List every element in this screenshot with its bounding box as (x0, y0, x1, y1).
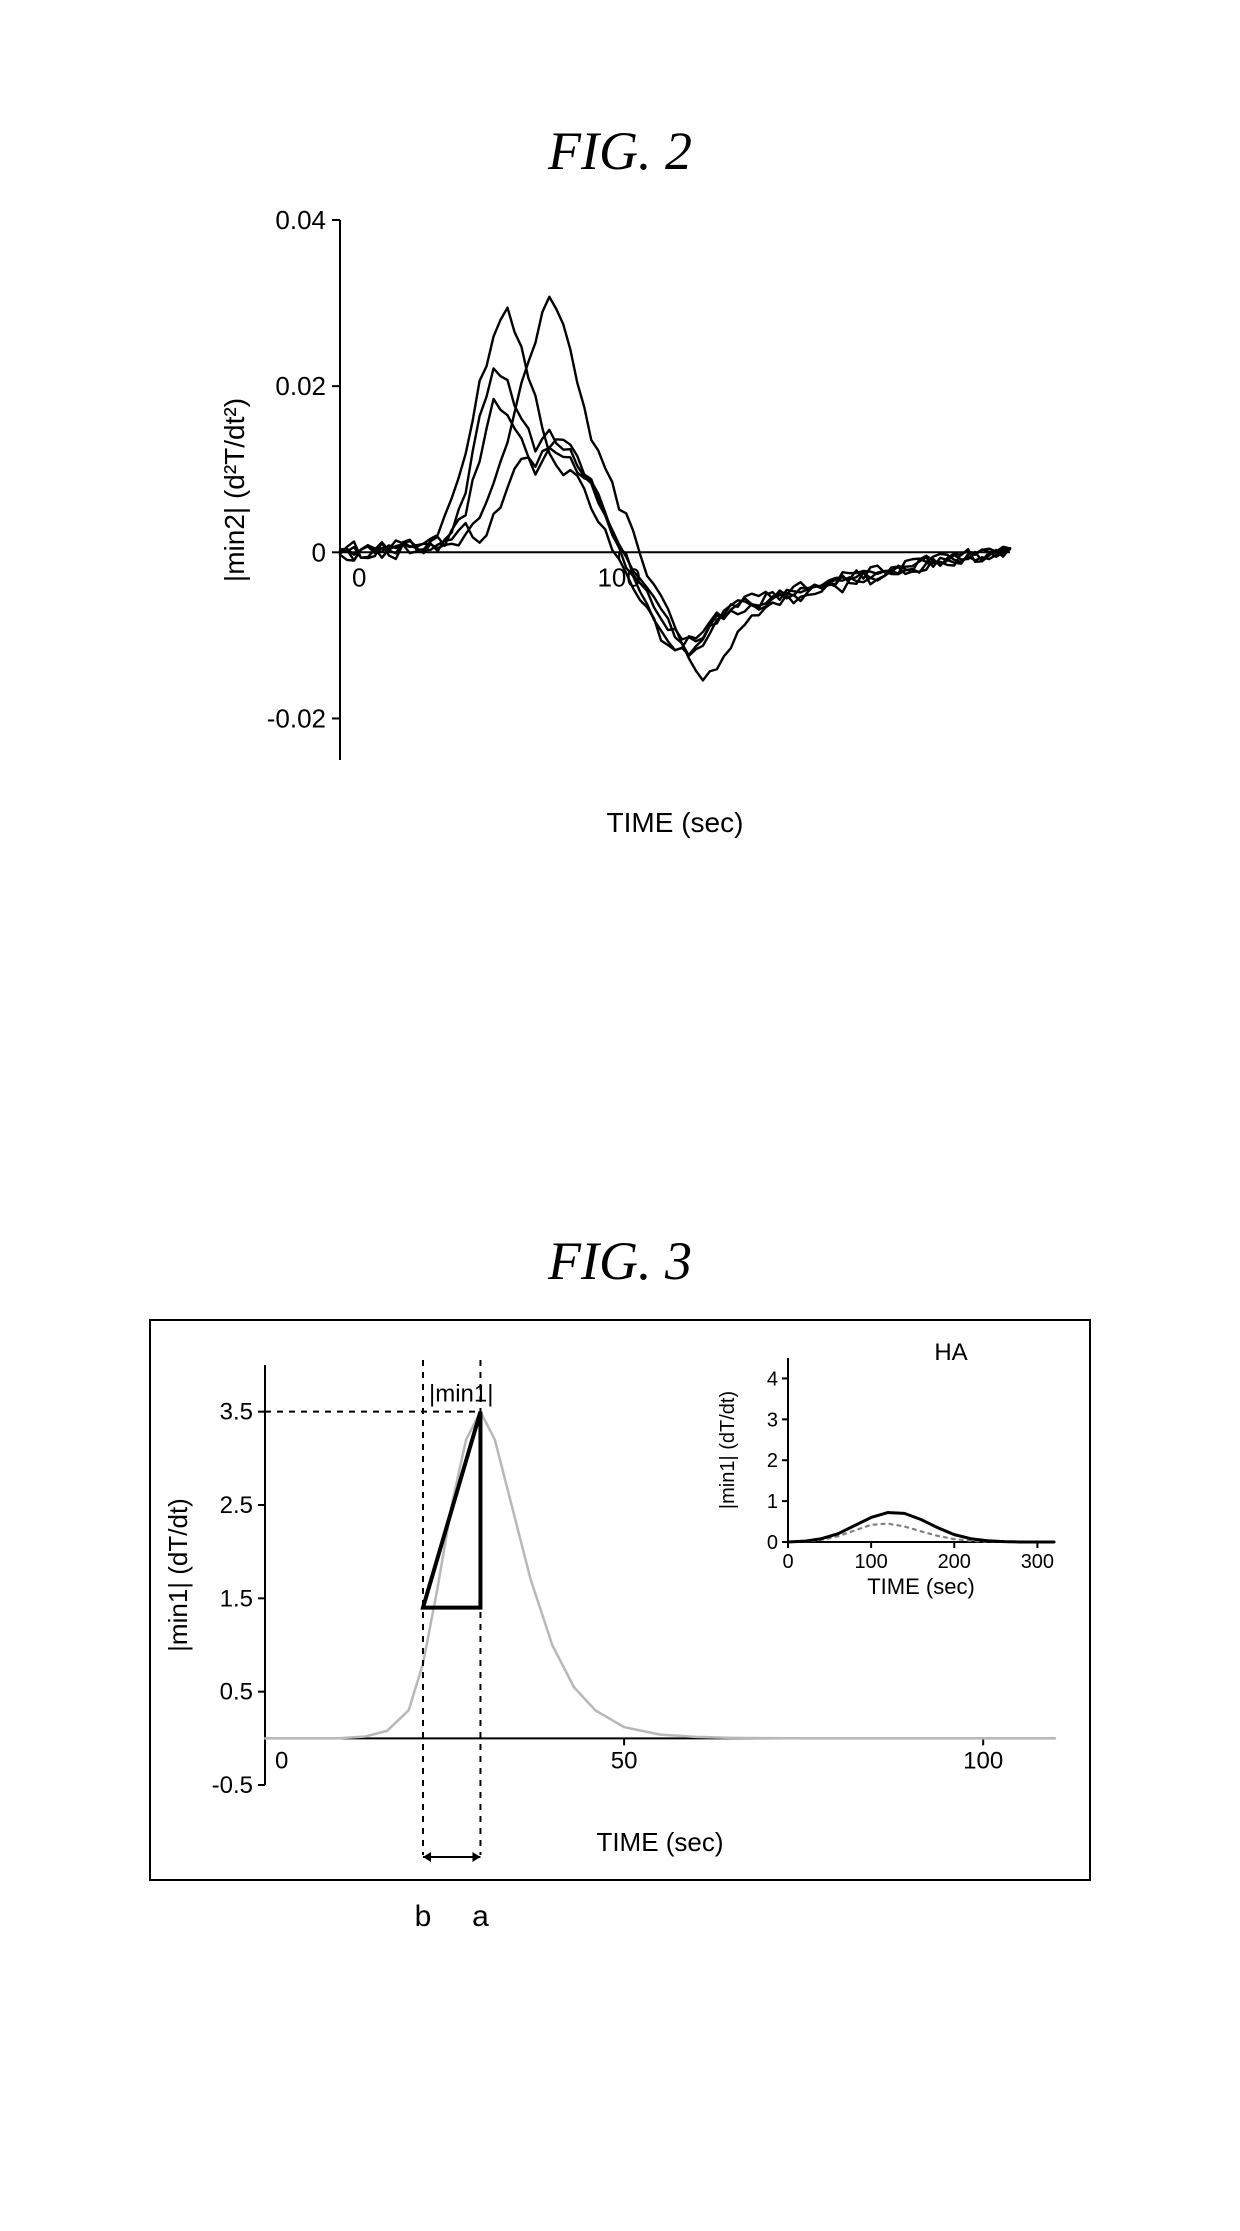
figure-3-chart: -0.50.51.52.53.5050100|min1|TIME (sec)|m… (110, 1310, 1130, 2010)
svg-text:|min1| (dT/dt): |min1| (dT/dt) (163, 1498, 193, 1652)
svg-text:TIME (sec): TIME (sec) (607, 807, 744, 838)
svg-text:TIME (sec): TIME (sec) (867, 1574, 975, 1599)
svg-text:50: 50 (611, 1747, 638, 1774)
svg-text:100: 100 (854, 1551, 887, 1573)
svg-text:1: 1 (767, 1491, 778, 1513)
figure-2-block: FIG. 2 -0.0200.020.040100TIME (sec)|min2… (210, 120, 1030, 860)
figure-2-chart: -0.0200.020.040100TIME (sec)|min2| (d²T/… (210, 200, 1030, 860)
svg-text:3.5: 3.5 (220, 1399, 253, 1426)
svg-text:0.02: 0.02 (275, 371, 326, 401)
svg-text:200: 200 (938, 1551, 971, 1573)
svg-text:2.5: 2.5 (220, 1492, 253, 1519)
svg-text:-0.5: -0.5 (212, 1772, 253, 1799)
svg-text:|min1| (dT/dt): |min1| (dT/dt) (717, 1391, 739, 1509)
svg-text:2: 2 (767, 1450, 778, 1472)
svg-text:b: b (415, 1900, 432, 1933)
svg-text:0.5: 0.5 (220, 1679, 253, 1706)
svg-text:3: 3 (767, 1409, 778, 1431)
svg-text:a: a (472, 1900, 489, 1933)
figure-3-title: FIG. 3 (110, 1230, 1130, 1292)
svg-text:0: 0 (312, 537, 326, 567)
svg-text:300: 300 (1021, 1551, 1054, 1573)
svg-text:0: 0 (352, 562, 366, 592)
svg-text:4: 4 (767, 1368, 778, 1390)
svg-text:HA: HA (934, 1339, 967, 1366)
figure-3-block: FIG. 3 -0.50.51.52.53.5050100|min1|TIME … (110, 1230, 1130, 2010)
svg-text:|min1|: |min1| (429, 1381, 494, 1408)
svg-text:|min2| (d²T/dt²): |min2| (d²T/dt²) (219, 398, 250, 582)
svg-text:0.04: 0.04 (275, 205, 326, 235)
svg-text:0: 0 (767, 1532, 778, 1554)
svg-text:1.5: 1.5 (220, 1585, 253, 1612)
svg-text:TIME (sec): TIME (sec) (596, 1827, 723, 1857)
svg-text:-0.02: -0.02 (267, 703, 326, 733)
svg-text:100: 100 (963, 1747, 1003, 1774)
figure-2-title: FIG. 2 (210, 120, 1030, 182)
svg-text:0: 0 (275, 1747, 288, 1774)
svg-text:0: 0 (782, 1551, 793, 1573)
